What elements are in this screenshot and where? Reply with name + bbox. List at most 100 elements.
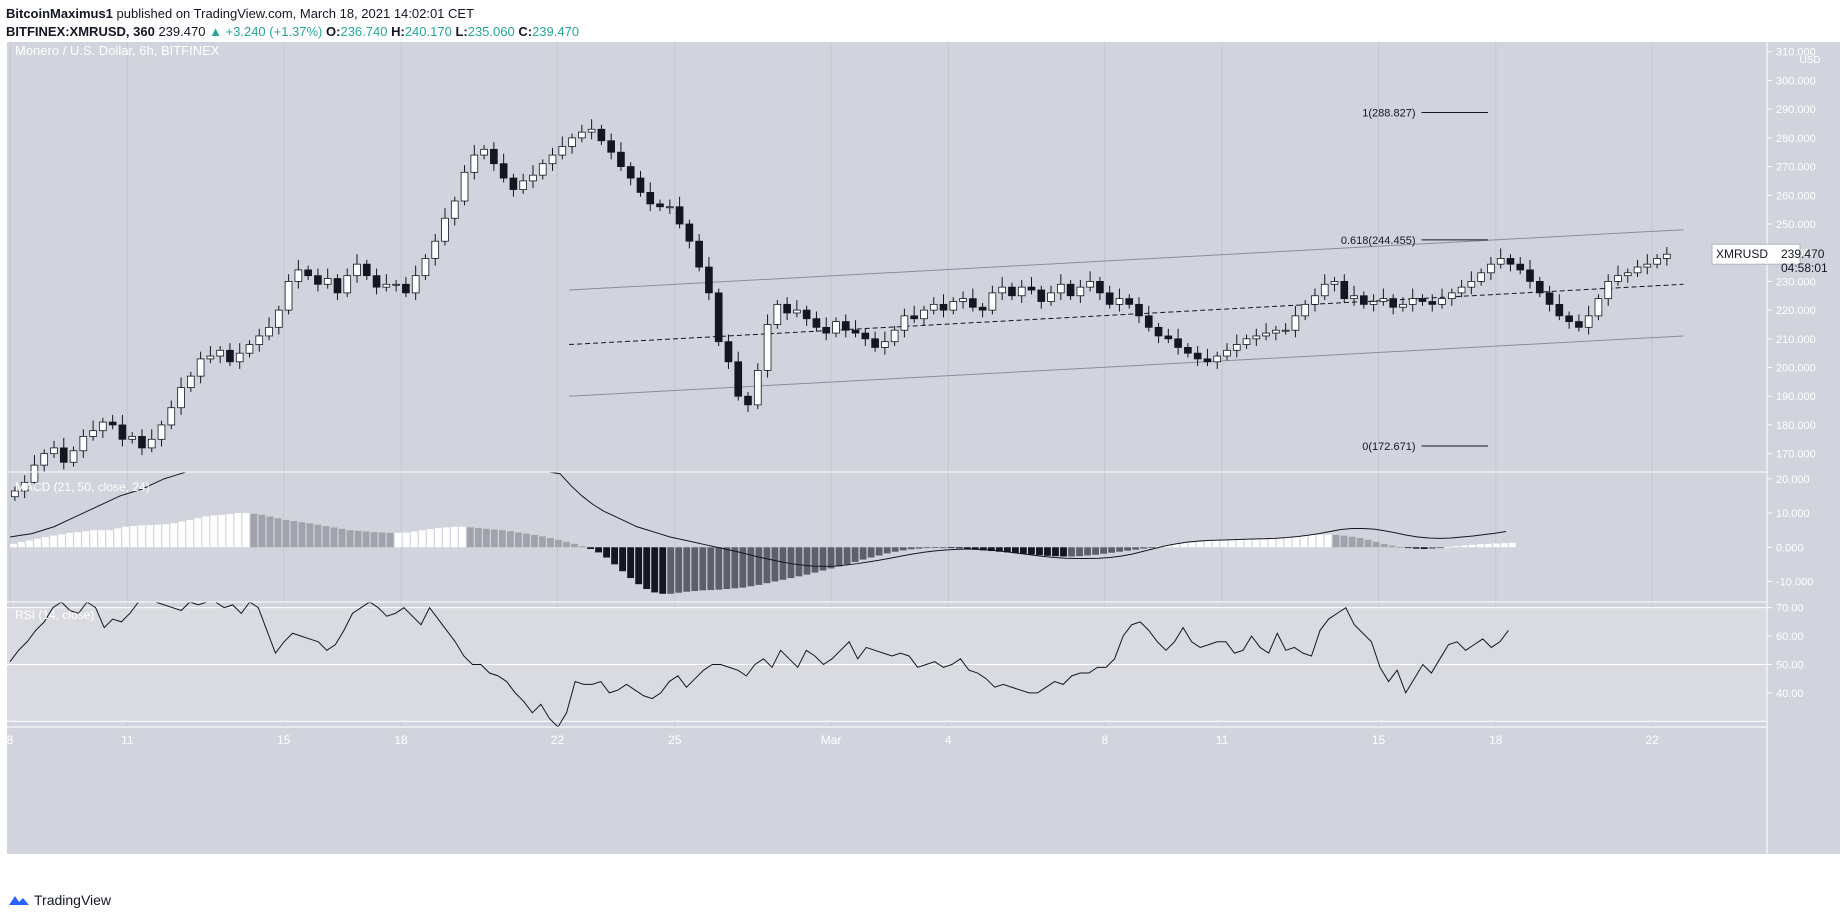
- macd-histogram-bar: [18, 542, 25, 548]
- candle: [392, 279, 400, 292]
- candle: [1017, 279, 1026, 303]
- candle: [1565, 311, 1573, 329]
- candle-body: [1594, 298, 1603, 317]
- macd-histogram-bar: [1308, 534, 1316, 548]
- candle-body: [40, 453, 49, 466]
- macd-histogram-bar: [1324, 534, 1332, 548]
- candle: [1066, 279, 1075, 301]
- macd-histogram-bar: [1412, 547, 1420, 549]
- candle: [558, 136, 567, 160]
- macd-histogram-bar: [418, 530, 426, 548]
- candle-body: [441, 217, 449, 242]
- macd-histogram-bar: [827, 547, 835, 569]
- candle-body: [763, 324, 772, 371]
- candle-body: [1604, 281, 1613, 300]
- macd-histogram-bar: [1452, 546, 1460, 548]
- author-name[interactable]: BitcoinMaximus1: [6, 6, 113, 21]
- candle-body: [1614, 275, 1622, 282]
- candle-body: [226, 349, 234, 363]
- chart-svg[interactable]: 1(288.827) 0.618(244.455) 0(172.671) 8 11 15…: [0, 42, 1840, 880]
- candle-body: [1066, 283, 1075, 297]
- candle: [714, 288, 723, 346]
- candle: [1252, 328, 1261, 346]
- macd-histogram-bar: [274, 518, 282, 548]
- candle: [235, 343, 244, 369]
- last-price-axis-label: 239.470: [1781, 247, 1825, 261]
- candle: [1506, 254, 1515, 272]
- candle-body: [587, 128, 596, 133]
- macd-histogram-bar: [1003, 547, 1011, 553]
- candle: [11, 486, 19, 502]
- candle: [1135, 297, 1143, 324]
- candle-body: [392, 283, 400, 286]
- macd-histogram-bar: [987, 547, 995, 552]
- candle: [1242, 334, 1251, 349]
- macd-pane[interactable]: [9, 471, 1516, 594]
- tradingview-brand[interactable]: TradingView: [8, 892, 111, 908]
- candle: [578, 124, 586, 143]
- candle-body: [1584, 315, 1593, 328]
- candle-body: [343, 275, 352, 294]
- candle: [1663, 247, 1671, 266]
- candle-body: [636, 177, 645, 193]
- candle-body: [949, 301, 958, 311]
- candle: [118, 414, 127, 447]
- channel-upper-line: [569, 229, 1684, 291]
- candle-body: [265, 326, 273, 337]
- candle-body: [1037, 289, 1046, 302]
- macd-histogram-bar: [515, 532, 522, 548]
- macd-histogram-bar: [1484, 543, 1492, 548]
- candle: [1262, 323, 1270, 341]
- price-pane[interactable]: 1(288.827) 0.618(244.455) 0(172.671): [11, 108, 1684, 502]
- candle: [1203, 348, 1212, 367]
- candle-body: [929, 303, 938, 311]
- macd-histogram-bar: [410, 531, 418, 548]
- candle-body: [998, 286, 1006, 294]
- macd-histogram-bar: [1316, 534, 1324, 548]
- macd-histogram-bar: [1276, 537, 1284, 548]
- macd-histogram-bar: [1212, 540, 1220, 548]
- candle-body: [529, 174, 537, 182]
- macd-histogram-bar: [1388, 545, 1396, 548]
- candle-body: [626, 166, 635, 179]
- candle: [949, 297, 958, 315]
- chart-area[interactable]: 1(288.827) 0.618(244.455) 0(172.671) 8 11 15…: [0, 42, 1840, 880]
- macd-histogram-bar: [1172, 543, 1180, 548]
- candle: [1584, 305, 1593, 335]
- macd-histogram-bar: [1404, 547, 1412, 549]
- candle-body: [871, 338, 879, 348]
- candle: [1496, 248, 1505, 269]
- candle: [1154, 323, 1163, 344]
- candle-body: [597, 128, 606, 142]
- candle: [1193, 345, 1202, 367]
- macd-histogram-bar: [362, 531, 370, 548]
- candle-body: [959, 298, 967, 302]
- rsi-tick-label: 60.00: [1776, 631, 1804, 643]
- candle: [187, 371, 195, 392]
- x-tick-label: 25: [668, 733, 682, 747]
- ohlc-line: BITFINEX:XMRUSD, 360 239.470 ▲ +3.240 (+…: [6, 24, 579, 39]
- x-tick-label: 4: [945, 733, 952, 747]
- price-tick-label: 180.000: [1776, 420, 1816, 432]
- candle: [529, 165, 537, 189]
- candle-body: [284, 281, 293, 311]
- candle: [607, 133, 615, 160]
- macd-histogram-bar: [747, 547, 755, 587]
- macd-histogram-bar: [835, 547, 843, 567]
- candle-body: [177, 387, 185, 409]
- macd-histogram-bar: [587, 547, 594, 549]
- candle: [1623, 268, 1632, 283]
- macd-histogram-bar: [795, 547, 803, 577]
- candle-body: [187, 375, 195, 389]
- candle-body: [69, 450, 78, 463]
- low-label: L:: [455, 24, 468, 39]
- price-tick-label: 230.000: [1776, 276, 1816, 288]
- rsi-pane[interactable]: [7, 601, 1767, 728]
- price-tick-label: 310.000: [1776, 47, 1816, 59]
- candle: [431, 234, 440, 266]
- candle-body: [1389, 298, 1397, 308]
- x-tick-label: 18: [1489, 733, 1503, 747]
- macd-histogram-bar: [1428, 547, 1436, 549]
- candle: [1272, 325, 1280, 341]
- macd-histogram-bar: [434, 528, 442, 548]
